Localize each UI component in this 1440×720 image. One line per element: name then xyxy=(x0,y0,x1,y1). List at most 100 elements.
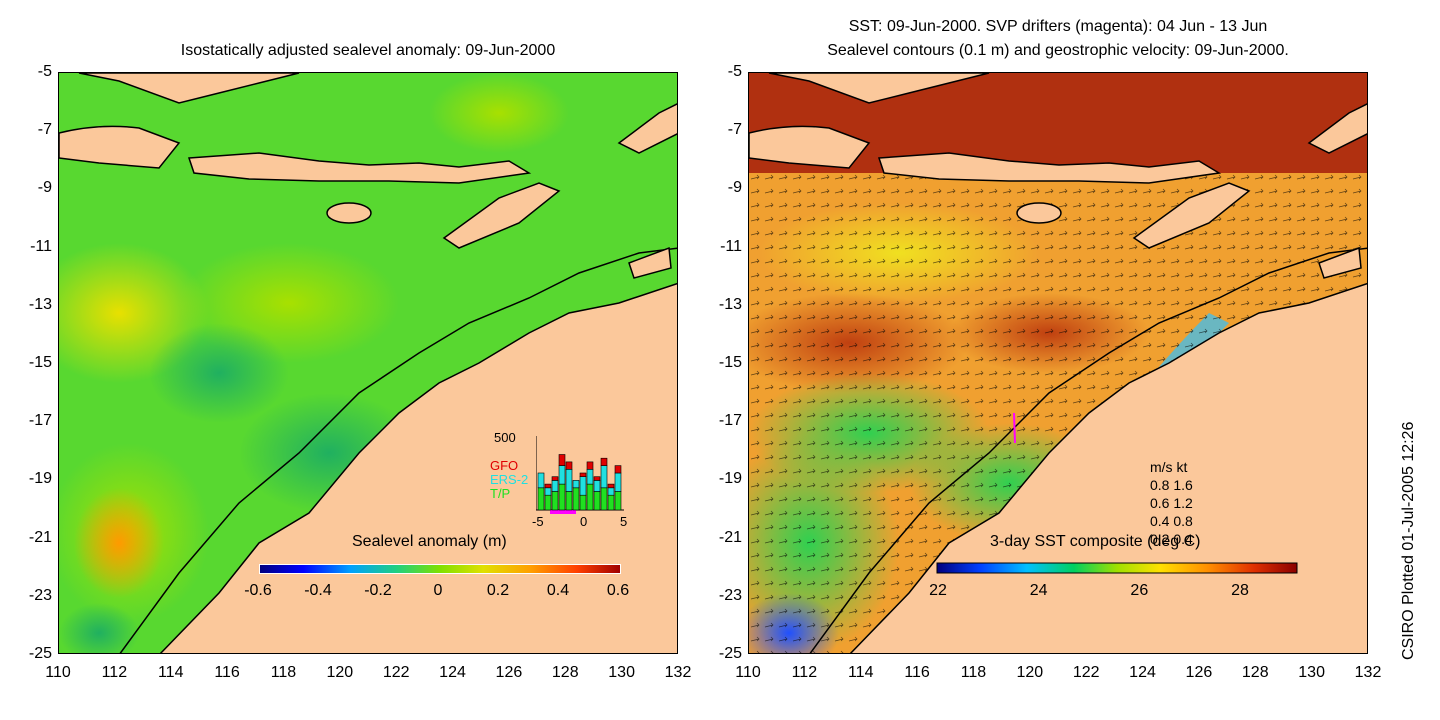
inset-bar-gfo xyxy=(600,457,608,466)
inset-bar-ers xyxy=(544,487,552,496)
right-xtick-label: 128 xyxy=(1241,664,1269,681)
right-ytick-label: -17 xyxy=(718,412,742,430)
left-xtick-label: 128 xyxy=(551,664,579,681)
altimeter-inset: 500 GFO ERS-2 T/P -5 0 5 xyxy=(488,430,628,530)
inset-bar-gfo xyxy=(551,476,559,481)
sealevel-colorbar-title: Sealevel anomaly (m) xyxy=(352,533,507,550)
right-xtick-label: 124 xyxy=(1129,664,1156,681)
left-xtick-label: 126 xyxy=(495,664,523,681)
sealevel-colorbar-tick: 0.2 xyxy=(486,582,510,599)
right-xtick-label: 126 xyxy=(1185,664,1213,681)
right-xtick-label: 114 xyxy=(847,664,874,681)
inset-bar-gfo xyxy=(544,483,552,489)
inset-bar-gfo xyxy=(593,476,601,481)
left-ytick-label: -17 xyxy=(28,412,52,430)
inset-bar-gfo xyxy=(607,483,615,489)
left-xtick-label: 124 xyxy=(439,664,466,681)
left-xtick-label: 110 xyxy=(45,664,71,681)
left-ytick-label: -7 xyxy=(37,121,52,139)
left-ytick-label: -15 xyxy=(28,354,52,371)
right-map-title-line2: Sealevel contours (0.1 m) and geostrophi… xyxy=(827,42,1289,59)
inset-bar-tp xyxy=(572,487,580,511)
inset-bar-tp xyxy=(565,491,573,511)
right-ytick-label: -15 xyxy=(718,354,742,371)
right-ytick-label: -13 xyxy=(718,295,742,313)
right-xtick-label: 120 xyxy=(1016,664,1044,681)
inset-xtick-2: 5 xyxy=(620,514,628,529)
left-ytick-label: -23 xyxy=(28,586,52,604)
right-xtick-label: 118 xyxy=(960,664,987,681)
velocity-key-row: 0.6 1.2 xyxy=(1150,495,1193,511)
right-ytick-label: -5 xyxy=(727,63,742,80)
inset-bar-ers xyxy=(551,480,559,492)
sealevel-anomaly-map-graphic xyxy=(59,73,677,653)
velocity-key-row: 0.4 0.8 xyxy=(1150,513,1193,529)
sealevel-colorbar-tick: -0.4 xyxy=(304,582,332,599)
legend-ers2: ERS-2 xyxy=(490,472,529,487)
right-xtick-label: 110 xyxy=(735,664,761,681)
inset-bar-ers xyxy=(614,472,622,492)
inset-bar-ers xyxy=(586,468,594,485)
inset-ymax-label: 500 xyxy=(494,430,516,445)
right-xtick-label: 130 xyxy=(1298,664,1325,681)
inset-xtick-1: 0 xyxy=(580,514,588,529)
inset-bar-ers xyxy=(537,472,545,489)
inset-bar-ers xyxy=(565,468,573,492)
right-ytick-label: -25 xyxy=(718,645,742,662)
inset-bar-ers xyxy=(593,480,601,492)
right-xtick-label: 122 xyxy=(1072,664,1100,681)
left-xtick-label: 118 xyxy=(270,664,297,681)
velocity-key: m/s kt 0.8 1.6 0.6 1.2 0.4 0.8 0.2 0.4 xyxy=(1150,458,1193,548)
sst-map-graphic xyxy=(749,73,1367,653)
plot-credit: CSIRO Plotted 01-Jul-2005 12:26 xyxy=(1400,421,1417,660)
inset-bar-gfo xyxy=(558,454,566,466)
sealevel-colorbar-tick: 0 xyxy=(433,582,443,599)
sst-map[interactable] xyxy=(748,72,1368,654)
right-ytick-label: -19 xyxy=(718,470,742,488)
left-ytick-label: -13 xyxy=(28,295,52,313)
left-ytick-label: -9 xyxy=(37,179,52,197)
inset-bar-tp xyxy=(607,494,615,511)
left-ytick-label: -11 xyxy=(30,237,52,255)
inset-bar-tp xyxy=(558,483,566,511)
inset-bar-gfo xyxy=(614,465,622,474)
right-xtick-label: 116 xyxy=(904,664,930,681)
sst-colorbar-tick: 22 xyxy=(929,582,947,599)
right-map-title-line1: SST: 09-Jun-2000. SVP drifters (magenta)… xyxy=(848,18,1268,35)
inset-bar-tp xyxy=(593,491,601,511)
inset-bar-ers xyxy=(600,465,608,489)
inset-bar-tp xyxy=(586,483,594,511)
right-xtick-label: 112 xyxy=(791,664,818,681)
right-ytick-label: -23 xyxy=(718,586,742,604)
inset-bar-ers xyxy=(572,480,580,489)
right-ytick-label: -7 xyxy=(727,121,742,139)
inset-bar-tp xyxy=(579,494,587,511)
legend-tp: T/P xyxy=(490,486,511,501)
legend-gfo: GFO xyxy=(490,458,519,473)
inset-bar-tp xyxy=(537,487,545,511)
inset-bar-chart xyxy=(536,436,624,514)
inset-bar-gfo xyxy=(579,472,587,478)
sst-colorbar-title: 3-day SST composite (deg C) xyxy=(990,533,1201,550)
sealevel-colorbar-tick: 0.4 xyxy=(546,582,570,599)
left-ytick-label: -19 xyxy=(28,470,52,488)
sealevel-colorbar-tick: -0.2 xyxy=(364,582,392,599)
inset-bar-gfo xyxy=(586,461,594,470)
left-xtick-label: 116 xyxy=(214,664,240,681)
right-ytick-label: -9 xyxy=(727,179,742,197)
left-xtick-label: 132 xyxy=(664,664,692,681)
sealevel-colorbar-tick: -0.6 xyxy=(244,582,272,599)
left-xtick-label: 120 xyxy=(326,664,354,681)
inset-bar-ers xyxy=(579,476,587,496)
velocity-key-row: 0.2 0.4 xyxy=(1150,531,1193,547)
sst-colorbar-tick: 24 xyxy=(1029,582,1048,599)
inset-bar-tp xyxy=(614,491,622,511)
inset-bar-tp xyxy=(544,494,552,511)
left-xtick-label: 130 xyxy=(608,664,635,681)
inset-bar-gfo xyxy=(565,461,573,470)
right-ytick-label: -11 xyxy=(720,237,742,255)
sealevel-anomaly-map[interactable] xyxy=(58,72,678,654)
right-ytick-label: -21 xyxy=(718,528,742,546)
inset-bar-ers xyxy=(607,487,615,496)
inset-xtick-0: -5 xyxy=(532,514,544,529)
